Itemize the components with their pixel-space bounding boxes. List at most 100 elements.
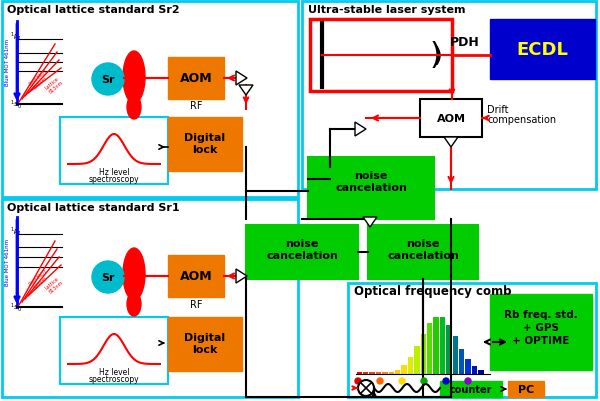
Text: Blue MOT 461nm: Blue MOT 461nm — [5, 38, 10, 85]
Circle shape — [92, 64, 124, 96]
Text: compensation: compensation — [487, 115, 556, 125]
Text: Hz level: Hz level — [99, 168, 129, 177]
Text: ): ) — [430, 41, 442, 70]
Bar — [408, 357, 413, 374]
Circle shape — [421, 378, 427, 384]
Bar — [414, 346, 419, 374]
Bar — [421, 334, 426, 374]
Bar — [168, 255, 224, 297]
Text: Ultra-stable laser system: Ultra-stable laser system — [308, 5, 466, 15]
Bar — [466, 359, 471, 374]
Polygon shape — [239, 86, 253, 96]
Polygon shape — [236, 269, 247, 283]
Text: PC: PC — [518, 384, 534, 394]
Bar — [2, 200, 298, 397]
Polygon shape — [363, 217, 377, 227]
Text: noise: noise — [286, 239, 319, 248]
Bar — [401, 365, 407, 374]
Bar — [348, 283, 596, 397]
Text: $^1s_0$: $^1s_0$ — [10, 301, 22, 314]
Text: spectroscopy: spectroscopy — [89, 175, 139, 184]
Bar — [382, 372, 388, 374]
Text: counter: counter — [450, 384, 492, 394]
Bar — [310, 20, 452, 92]
Text: lock: lock — [193, 344, 218, 354]
Text: Drift: Drift — [487, 105, 509, 115]
Ellipse shape — [127, 96, 141, 120]
Circle shape — [443, 378, 449, 384]
Bar — [440, 381, 502, 397]
Text: ECDL: ECDL — [516, 41, 568, 59]
Text: AOM: AOM — [437, 114, 466, 124]
Text: cancelation: cancelation — [335, 182, 407, 192]
Ellipse shape — [123, 248, 145, 300]
Bar — [308, 158, 434, 219]
Text: cancelation: cancelation — [387, 250, 459, 260]
Text: Optical lattice standard Sr2: Optical lattice standard Sr2 — [7, 5, 179, 15]
Text: Optical frequency comb: Optical frequency comb — [354, 285, 512, 298]
Text: spectroscopy: spectroscopy — [89, 375, 139, 383]
Polygon shape — [236, 72, 247, 86]
Text: PDH: PDH — [450, 35, 480, 49]
Text: $^1p_1$: $^1p_1$ — [10, 225, 22, 238]
Circle shape — [399, 378, 405, 384]
Text: Rb freq. std.: Rb freq. std. — [504, 309, 578, 319]
Circle shape — [92, 261, 124, 293]
Bar — [2, 2, 298, 198]
Bar — [459, 349, 464, 374]
Bar — [420, 100, 482, 138]
Bar — [168, 58, 224, 100]
Circle shape — [358, 380, 374, 396]
Bar — [395, 370, 400, 374]
Bar — [446, 325, 452, 374]
Bar — [452, 336, 458, 374]
Text: Sr: Sr — [101, 75, 115, 85]
Bar — [508, 381, 544, 397]
Text: RF: RF — [190, 101, 202, 111]
Text: noise: noise — [355, 170, 388, 180]
Bar — [370, 372, 375, 374]
Text: + OPTIME: + OPTIME — [512, 335, 569, 345]
Ellipse shape — [123, 52, 145, 104]
Text: cancelation: cancelation — [266, 250, 338, 260]
Text: Blue MOT 461nm: Blue MOT 461nm — [5, 238, 10, 285]
Bar — [302, 2, 596, 190]
Text: noise: noise — [406, 239, 440, 248]
Bar — [427, 323, 432, 374]
Text: Optical lattice standard Sr1: Optical lattice standard Sr1 — [7, 203, 179, 213]
Bar — [168, 317, 242, 371]
Bar — [168, 118, 242, 172]
Bar — [356, 372, 362, 374]
Text: Red MOT
698nm: Red MOT 698nm — [28, 268, 52, 290]
Bar — [440, 318, 445, 374]
Bar — [490, 294, 592, 370]
Bar — [490, 20, 595, 80]
Text: Lattice
813nm: Lattice 813nm — [44, 75, 64, 95]
Text: $^1p_1$: $^1p_1$ — [10, 30, 22, 43]
Circle shape — [377, 378, 383, 384]
Polygon shape — [444, 138, 458, 148]
Bar — [472, 366, 477, 374]
Ellipse shape — [127, 292, 141, 316]
Text: + GPS: + GPS — [523, 322, 559, 332]
Polygon shape — [355, 123, 366, 137]
Bar — [363, 372, 368, 374]
Text: Red MOT
698nm: Red MOT 698nm — [28, 69, 52, 91]
Text: $^1s_0$: $^1s_0$ — [10, 99, 22, 111]
Text: Lattice
813nm: Lattice 813nm — [44, 275, 64, 294]
Text: lock: lock — [193, 145, 218, 155]
Text: RF: RF — [190, 299, 202, 309]
Text: AOM: AOM — [179, 270, 212, 283]
Text: ): ) — [433, 46, 442, 66]
Bar — [60, 317, 168, 384]
Bar — [389, 372, 394, 374]
Circle shape — [355, 378, 361, 384]
Text: Digital: Digital — [184, 133, 226, 143]
Text: Digital: Digital — [184, 332, 226, 342]
Bar — [433, 317, 439, 374]
Text: AOM: AOM — [179, 72, 212, 85]
Text: Sr: Sr — [101, 272, 115, 282]
Text: Hz level: Hz level — [99, 368, 129, 377]
Bar — [60, 118, 168, 184]
Bar — [368, 225, 478, 279]
